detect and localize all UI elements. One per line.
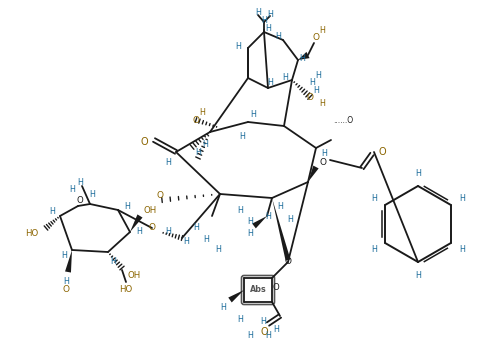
Text: O: O [260, 327, 268, 337]
Text: H: H [183, 237, 189, 246]
Text: H: H [282, 73, 288, 82]
Text: H: H [165, 228, 171, 237]
Text: H: H [267, 77, 273, 86]
Text: O: O [312, 33, 319, 42]
Text: H: H [415, 169, 421, 178]
Text: O: O [148, 223, 156, 232]
Text: H: H [415, 271, 421, 279]
Text: H: H [459, 245, 465, 254]
Text: H: H [237, 315, 243, 324]
Text: H: H [250, 110, 256, 118]
Text: H: H [202, 139, 208, 149]
Text: H: H [89, 189, 95, 198]
Text: H: H [261, 16, 267, 25]
Text: H: H [459, 194, 465, 203]
Text: O: O [378, 147, 386, 157]
Text: H: H [275, 32, 281, 41]
Text: O: O [140, 137, 148, 147]
Text: O: O [285, 257, 292, 266]
Text: H: H [237, 205, 243, 214]
Text: H: H [315, 70, 321, 79]
Text: O: O [307, 93, 313, 102]
Polygon shape [272, 198, 291, 261]
Text: H: H [215, 245, 221, 254]
Text: O: O [319, 158, 326, 167]
Text: OH: OH [144, 205, 157, 214]
Text: HO: HO [25, 229, 38, 238]
Text: H: H [309, 77, 315, 86]
Text: O: O [192, 116, 199, 125]
Text: H: H [199, 108, 205, 117]
Text: H: H [371, 194, 377, 203]
Text: H: H [61, 252, 67, 261]
Polygon shape [308, 166, 318, 182]
Text: H: H [319, 25, 325, 34]
Text: H: H [247, 218, 253, 227]
Text: H: H [49, 206, 55, 215]
Text: H: H [255, 8, 261, 17]
Text: H: H [195, 147, 201, 156]
Text: H: H [265, 212, 271, 220]
Text: H: H [267, 9, 273, 18]
Text: H: H [287, 215, 293, 225]
Text: H: H [265, 330, 271, 339]
Text: H: H [110, 256, 116, 265]
Text: H: H [193, 223, 199, 232]
Text: H: H [321, 149, 327, 158]
Polygon shape [130, 214, 142, 232]
Polygon shape [65, 250, 72, 272]
Text: OH: OH [128, 271, 141, 280]
Text: H: H [235, 42, 241, 51]
Text: H: H [319, 99, 325, 108]
Text: O: O [76, 195, 83, 204]
Polygon shape [228, 290, 244, 303]
Text: H: H [239, 132, 245, 141]
Polygon shape [252, 216, 267, 228]
Polygon shape [298, 52, 310, 60]
Text: Abs: Abs [249, 286, 266, 295]
Text: H: H [247, 330, 253, 339]
Text: H: H [313, 85, 319, 94]
Text: O: O [62, 286, 69, 295]
Text: H: H [165, 158, 171, 167]
Text: H: H [277, 202, 283, 211]
Text: H: H [371, 245, 377, 254]
Text: H: H [77, 178, 83, 186]
Text: H: H [265, 24, 271, 33]
Text: ......O: ......O [333, 116, 353, 125]
Text: O: O [157, 191, 164, 200]
Text: H: H [247, 229, 253, 237]
Text: H: H [299, 53, 305, 62]
Text: H: H [203, 236, 209, 245]
Text: H: H [63, 278, 69, 287]
Text: H: H [69, 185, 75, 194]
Text: H: H [260, 318, 266, 327]
Text: O: O [273, 283, 279, 293]
Text: H: H [136, 228, 142, 237]
Text: H: H [220, 304, 226, 313]
Text: H: H [273, 325, 279, 335]
Text: H: H [124, 202, 130, 211]
Text: HO: HO [120, 286, 132, 295]
